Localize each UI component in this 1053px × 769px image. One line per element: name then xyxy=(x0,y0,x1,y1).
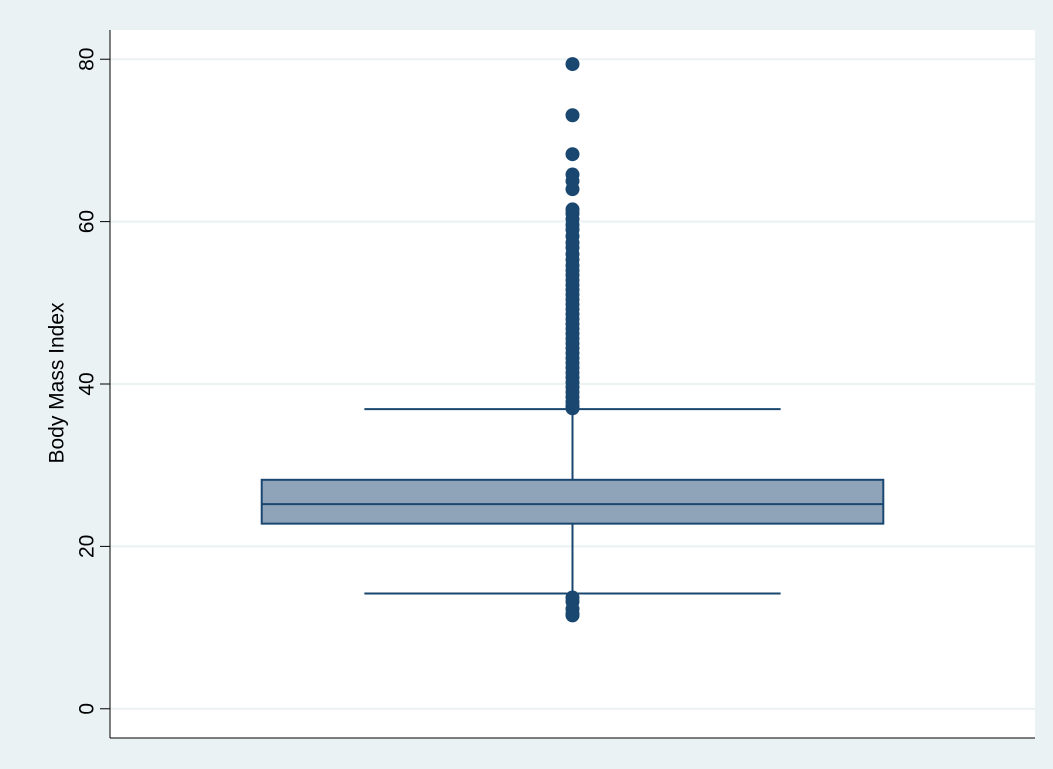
y-tick-label: 80 xyxy=(76,48,99,71)
outlier xyxy=(565,182,580,197)
outlier xyxy=(565,608,580,623)
outlier xyxy=(565,57,580,72)
outlier xyxy=(565,147,580,162)
y-tick-label: 20 xyxy=(76,535,99,558)
outlier xyxy=(565,108,580,123)
y-tick-label: 60 xyxy=(76,210,99,233)
box xyxy=(260,478,885,525)
outlier xyxy=(565,401,580,416)
y-tick-label: 40 xyxy=(76,372,99,395)
y-tick-label: 0 xyxy=(76,703,99,715)
y-axis-label: Body Mass Index xyxy=(46,302,69,464)
